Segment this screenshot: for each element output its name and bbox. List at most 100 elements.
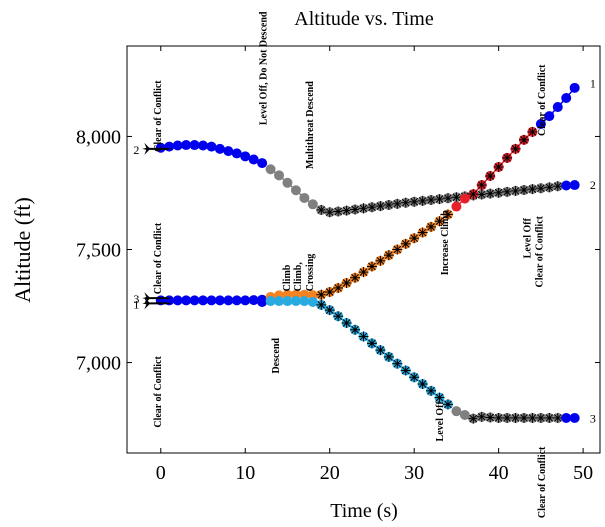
star-marker xyxy=(426,221,437,232)
star-marker xyxy=(485,412,496,423)
star-stroke xyxy=(342,319,351,327)
aircraft-start-label: 1 xyxy=(133,297,139,311)
star-marker xyxy=(366,202,377,213)
star-marker xyxy=(535,183,546,194)
star-stroke xyxy=(317,206,326,214)
star-marker xyxy=(434,392,445,403)
star-stroke xyxy=(368,203,376,212)
star-stroke xyxy=(325,306,334,314)
star-marker xyxy=(485,188,496,199)
data-point xyxy=(257,158,268,169)
star-marker xyxy=(426,194,437,205)
aircraft-layer: 2 31 xyxy=(133,142,173,311)
star-stroke xyxy=(401,198,410,207)
star-stroke xyxy=(317,290,326,299)
star-stroke xyxy=(444,400,452,409)
data-point xyxy=(223,146,234,157)
star-stroke xyxy=(418,228,427,237)
star-stroke xyxy=(334,207,343,216)
star-stroke xyxy=(511,414,520,422)
star-stroke xyxy=(418,197,427,205)
data-point xyxy=(164,141,175,152)
star-marker xyxy=(392,198,403,209)
star-stroke xyxy=(503,154,511,162)
star-marker xyxy=(417,379,428,390)
star-marker xyxy=(316,204,327,215)
star-stroke xyxy=(351,273,359,282)
series-3 xyxy=(451,193,470,212)
star-marker xyxy=(350,204,361,215)
series-layer xyxy=(155,82,580,424)
star-stroke xyxy=(342,206,351,215)
star-stroke xyxy=(503,414,511,422)
star-stroke xyxy=(520,186,528,194)
star-stroke xyxy=(486,413,495,422)
star-marker xyxy=(375,345,386,356)
y-tick-label: 8,000 xyxy=(76,126,121,148)
star-marker xyxy=(316,299,327,310)
star-stroke xyxy=(393,245,402,254)
star-stroke xyxy=(351,325,359,334)
data-point xyxy=(198,140,209,151)
star-stroke xyxy=(368,262,376,271)
data-point xyxy=(544,111,555,122)
data-point xyxy=(569,412,580,423)
star-marker xyxy=(341,317,352,328)
star-stroke xyxy=(553,414,562,422)
star-marker xyxy=(510,412,521,423)
data-point xyxy=(181,295,192,306)
star-marker xyxy=(375,255,386,266)
star-marker xyxy=(400,238,411,249)
annotation-label: Climb xyxy=(282,264,293,291)
data-point xyxy=(282,296,293,307)
star-marker xyxy=(392,358,403,369)
star-marker xyxy=(476,189,487,200)
series-2 xyxy=(265,164,318,210)
star-marker xyxy=(552,412,563,423)
star-marker xyxy=(552,181,563,192)
plane-shape xyxy=(142,142,173,155)
star-stroke xyxy=(393,359,402,368)
star-stroke xyxy=(359,332,368,341)
star-stroke xyxy=(376,346,385,354)
star-stroke xyxy=(342,279,351,287)
data-point xyxy=(459,193,470,204)
star-marker xyxy=(468,189,479,200)
series-3 xyxy=(316,209,453,300)
series-line xyxy=(320,304,449,405)
star-marker xyxy=(493,161,504,172)
star-stroke xyxy=(469,190,478,198)
series-1 xyxy=(316,299,453,410)
star-stroke xyxy=(545,414,554,422)
x-tick-label: 0 xyxy=(156,462,166,484)
data-point xyxy=(248,154,259,165)
star-stroke xyxy=(410,197,419,206)
star-stroke xyxy=(410,373,419,382)
star-marker xyxy=(392,244,403,255)
star-stroke xyxy=(351,205,359,214)
star-stroke xyxy=(393,199,402,208)
data-point xyxy=(274,170,285,181)
annotation-label: Climb, xyxy=(293,262,304,292)
annotation-label: Clear of Conflict xyxy=(153,356,164,428)
annotation-label: Descend xyxy=(271,338,282,374)
star-marker xyxy=(434,194,445,205)
annotation-label: Level Off xyxy=(435,401,446,442)
star-marker xyxy=(409,372,420,383)
star-marker xyxy=(527,126,538,137)
data-point xyxy=(231,148,242,159)
star-marker xyxy=(409,233,420,244)
star-marker xyxy=(324,287,335,298)
star-marker xyxy=(417,227,428,238)
data-point xyxy=(561,180,572,191)
star-stroke xyxy=(545,183,554,192)
data-point xyxy=(299,192,310,203)
annotation-label: Clear of Conflict xyxy=(153,80,164,152)
star-stroke xyxy=(401,366,410,375)
star-marker xyxy=(341,277,352,288)
plane-shape xyxy=(142,292,173,305)
star-stroke xyxy=(444,210,452,219)
series-1 xyxy=(451,406,470,421)
star-stroke xyxy=(401,239,410,248)
data-point xyxy=(214,143,225,154)
